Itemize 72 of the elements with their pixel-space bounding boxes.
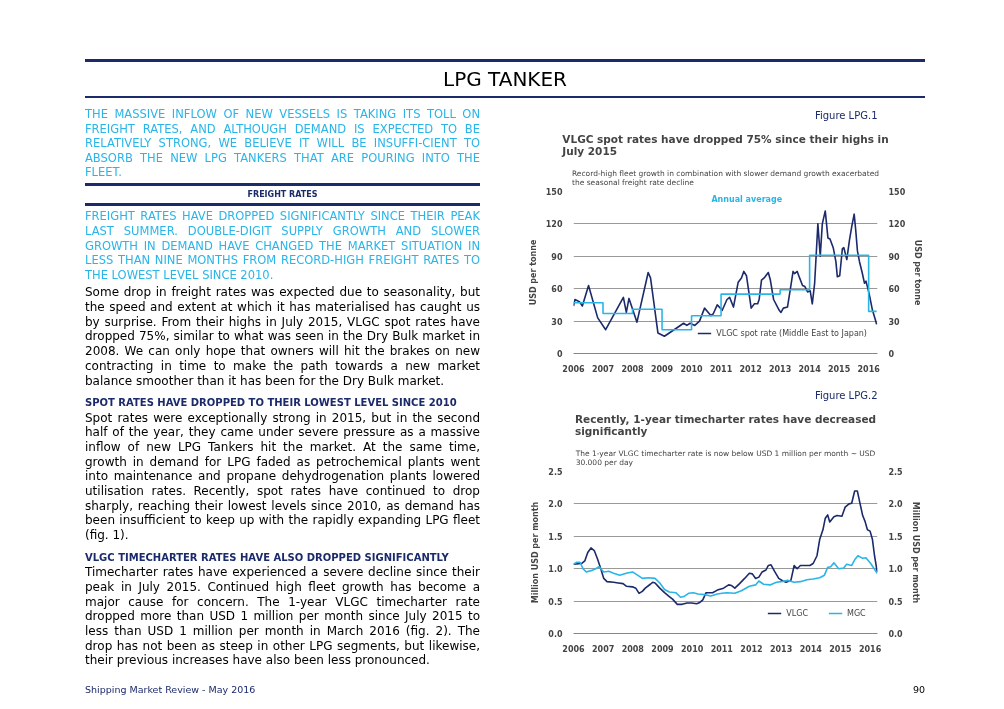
- line-series: [573, 490, 878, 606]
- x-tick-label: 2014: [799, 644, 823, 654]
- line-series: [573, 210, 878, 338]
- x-tick-label: 2007: [592, 644, 615, 654]
- y2-tick-label: 150: [888, 188, 906, 197]
- y-tick-label: 0.0: [548, 630, 563, 639]
- y2-tick-label: 120: [888, 220, 906, 230]
- text: SPOT RATES HAVE DROPPED TO THEIR LOWEST LEVEL SINCE 2010: [85, 396, 458, 411]
- y2-tick-label: 0.0: [888, 630, 904, 639]
- x-tick-label: 2011: [709, 364, 733, 374]
- x-tick-label: 2009: [651, 644, 675, 654]
- y-tick-label: 60: [551, 285, 563, 295]
- y-tick-label: 2.0: [548, 500, 563, 510]
- legend-label: VLGC spot rate (Middle East to Japan): [716, 328, 867, 338]
- x-tick-label: 2013: [769, 644, 793, 654]
- y-tick-label: 30: [551, 317, 563, 327]
- y2-tick-label: 2.5: [888, 468, 904, 477]
- y-tick-label: 90: [551, 252, 563, 262]
- x-tick-label: 2009: [650, 364, 674, 374]
- text: Timecharter rates have experienced a severe decline since their peak in July 2015. Continued high fleet growth has become a major cause for concern. The 1-year VLGC timecharter rate dropped more than USD 1 million per month since July 2015 to less than USD 1 million per month in March 2016 (fig. 2). The drop has not been as steep in other LPG segments, but likewise, their previous increases have also been less pronounced.: [85, 565, 480, 669]
- x-tick-label: 2015: [829, 644, 852, 654]
- x-tick-label: 2010: [680, 364, 704, 374]
- x-tick-label: 2012: [740, 644, 763, 654]
- text: VLGC TIMECHARTER RATES HAVE ALSO DROPPED SIGNIFICANTLY: [85, 550, 450, 565]
- text: THE MASSIVE INFLOW OF NEW VESSELS IS TAKING ITS TOLL ON FREIGHT RATES, AND ALTHOUGH DEMAND IS EXPECTED TO BE RELATIVELY STRONG, WE BELIEVE IT WILL BE INSUFFI-CIENT TO ABSORB THE NEW LPG TANKERS THAT ARE POURING INTO THE FLEET.: [85, 107, 480, 180]
- text: LPG TANKER: [85, 59, 925, 98]
- x-tick-label: 2006: [562, 644, 586, 654]
- y2-tick-label: 2.0: [888, 500, 904, 510]
- chart-title: VLGC spot rates have dropped 75% since their highs in July 2015: [561, 132, 889, 157]
- x-tick-label: 2016: [857, 364, 881, 374]
- text: Annual average: [711, 195, 783, 205]
- y2-tick-label: 1.5: [888, 532, 904, 542]
- text: FREIGHT RATES: [85, 182, 480, 207]
- y-tick-label: 0.5: [548, 597, 563, 607]
- x-tick-label: 2016: [858, 644, 882, 654]
- x-tick-label: 2008: [621, 364, 645, 374]
- legend-label: VLGC: [786, 608, 808, 618]
- chart-title: Recently, 1-year timecharter rates have decreased significantly: [574, 412, 877, 437]
- x-tick-label: 2010: [681, 644, 704, 654]
- x-tick-label: 2007: [591, 364, 615, 374]
- x-tick-label: 2006: [562, 364, 586, 374]
- x-tick-label: 2011: [710, 644, 734, 654]
- text: Figure LPG.2: [814, 389, 878, 401]
- text: FREIGHT RATES HAVE DROPPED SIGNIFICANTLY SINCE THEIR PEAK LAST SUMMER. DOUBLE-DIGIT SUPPLY GROWTH AND SLOWER GROWTH IN DEMAND HAVE CHANGED THE MARKET SITUATION IN LESS THAN NINE MONTHS FROM RECORD-HIGH FREIGHT RATES TO THE LOWEST LEVEL SINCE 2010.: [85, 209, 480, 283]
- text: Figure LPG.1: [814, 109, 878, 121]
- y2-tick-label: 0.5: [888, 597, 904, 607]
- x-tick-label: 2014: [798, 364, 822, 374]
- x-tick-label: 2015: [828, 364, 851, 374]
- y-tick-label: 120: [545, 220, 563, 230]
- text: 90: [912, 683, 925, 697]
- y2-axis-title: Million USD per month: [910, 501, 920, 604]
- y-tick-label: 1.0: [548, 565, 563, 575]
- x-tick-label: 2012: [739, 364, 762, 374]
- y-tick-label: 1.5: [548, 532, 563, 542]
- y-axis-title: Million USD per month: [531, 501, 541, 604]
- text: Some drop in freight rates was expected due to seasonality, but the speed and extent at which it has materialised has caught us by surprise. From their highs in July 2015, VLGC spot rates have dropped 75%, similar to what was seen in the Dry Bulk market in 2008. We can only hope that owners will hit the brakes on new contracting in time to make the path towards a new market balance smoother than it has been for the Dry Bulk market.: [85, 285, 480, 389]
- y2-axis-title: USD per tonne: [913, 239, 923, 306]
- y-tick-label: 150: [545, 188, 563, 197]
- y2-tick-label: 30: [888, 317, 901, 327]
- legend-label: MGC: [847, 608, 867, 618]
- x-tick-label: 2008: [621, 644, 645, 654]
- x-tick-label: 2013: [768, 364, 792, 374]
- y2-tick-label: 1.0: [888, 565, 904, 575]
- y-axis-title: USD per tonne: [528, 239, 538, 306]
- y2-tick-label: 90: [888, 252, 901, 262]
- y2-tick-label: 0: [888, 350, 895, 359]
- y-tick-label: 0: [556, 350, 563, 359]
- text: Shipping Market Review - May 2016: [85, 684, 256, 695]
- y2-tick-label: 60: [888, 285, 901, 295]
- line-series: [573, 554, 878, 599]
- text: Spot rates were exceptionally strong in 2015, but in the second half of the year, they came under severe pressure as a massive inflow of new LPG Tankers hit the market. At the same time, growth in demand for LPG faded as petrochemical plants went into maintenance and propane dehydrogenation plants lowered utilisation rates. Recently, spot rates have continued to drop sharply, reaching their lowest levels since 2010, as demand has been insufficient to keep up with the rapidly expanding LPG fleet (fig. 1).: [85, 410, 480, 543]
- y-tick-label: 2.5: [548, 468, 563, 477]
